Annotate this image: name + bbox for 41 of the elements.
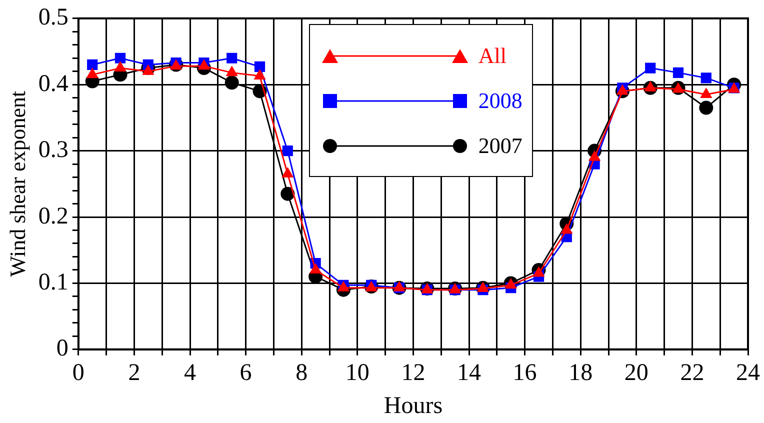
x-tick-label: 16	[512, 360, 537, 386]
x-tick-label: 14	[457, 360, 481, 386]
point	[700, 88, 712, 98]
y-tick-label: 0.2	[38, 203, 68, 230]
x-tick-label: 6	[240, 360, 252, 386]
y-tick-label: 0	[56, 336, 68, 362]
x-tick-label: 20	[624, 360, 648, 386]
point	[142, 64, 154, 75]
point	[672, 67, 684, 78]
point	[86, 68, 98, 78]
x-axis-title: Hours	[384, 392, 443, 419]
point	[280, 186, 295, 201]
legend-label: 2007	[478, 132, 522, 159]
point	[282, 145, 293, 156]
point	[226, 52, 238, 64]
x-tick-label: 10	[345, 360, 370, 386]
x-tick-label: 8	[296, 360, 308, 386]
y-tick-label: 0.4	[38, 70, 68, 97]
point	[226, 66, 238, 76]
point	[87, 59, 98, 70]
point	[114, 61, 126, 72]
x-tick-label: 0	[72, 360, 84, 386]
point	[700, 72, 712, 84]
point	[254, 61, 266, 72]
point	[644, 80, 656, 92]
x-tick-label: 24	[736, 360, 760, 386]
point	[224, 76, 239, 90]
y-tick-label: 0.3	[38, 137, 68, 164]
point	[645, 62, 656, 74]
x-tick-label: 12	[401, 360, 426, 386]
x-tick-label: 18	[568, 360, 593, 386]
legend-label: 2008	[478, 88, 522, 114]
point	[699, 100, 714, 115]
y-axis-title: Wind shear exponent	[4, 90, 30, 277]
x-tick-label: 2	[128, 360, 140, 386]
point	[114, 52, 126, 64]
x-tick-label: 4	[184, 360, 196, 386]
y-tick-label: 0.1	[38, 269, 68, 296]
y-tick-label: 0.5	[38, 4, 68, 31]
legend-label: All	[478, 42, 507, 69]
x-tick-label: 22	[680, 360, 704, 386]
